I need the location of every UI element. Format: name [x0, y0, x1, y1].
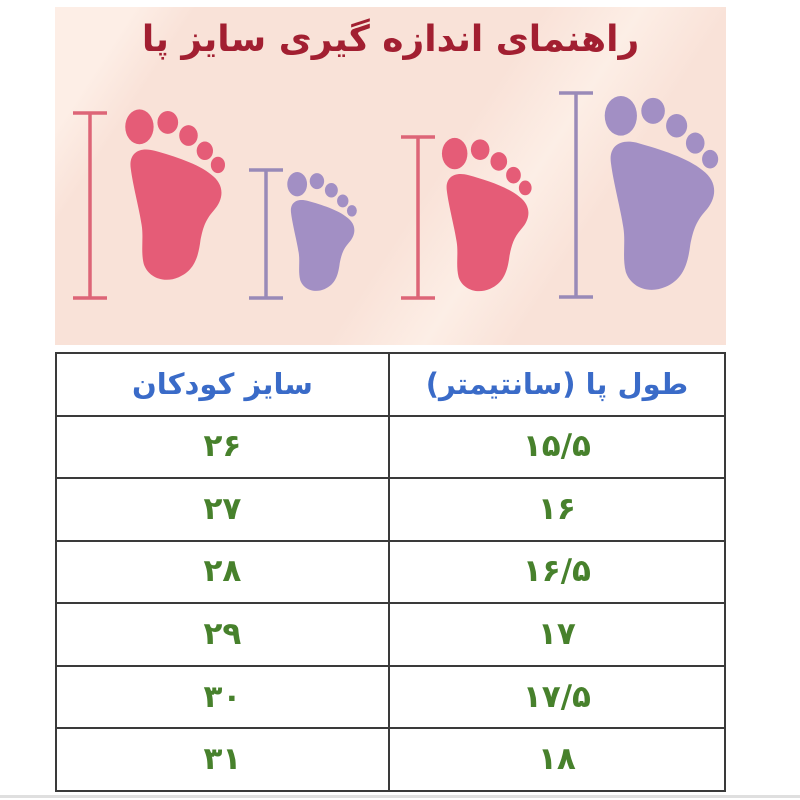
size-cell: ۲۸: [57, 541, 388, 603]
size-cell: ۳۱: [57, 729, 388, 790]
table-header-length: طول پا (سانتیمتر): [389, 354, 724, 415]
size-cell: ۳۰: [57, 666, 388, 728]
table-row: ۲۶ ۱۵/۵: [57, 416, 724, 478]
table-row: ۲۹ ۱۷: [57, 604, 724, 665]
footprint-icon: [287, 172, 357, 291]
size-table: سایز کودکان طول پا (سانتیمتر) ۲۶ ۱۵/۵ ۲۷…: [55, 352, 726, 792]
length-cell: ۱۷: [389, 604, 724, 665]
crop-edge-line: [0, 795, 800, 798]
size-guide-hero: راهنمای اندازه گیری سایز پا: [55, 7, 726, 345]
length-cell: ۱۶/۵: [389, 541, 724, 603]
ruler-line-icon: [401, 135, 435, 300]
table-header-row: سایز کودکان طول پا (سانتیمتر): [57, 354, 724, 415]
table-row: ۳۱ ۱۸: [57, 729, 724, 790]
ruler-line-icon: [249, 168, 283, 300]
size-cell: ۲۹: [57, 604, 388, 665]
footprints-illustration: [73, 91, 719, 300]
footprint-icon: [125, 109, 226, 280]
length-cell: ۱۷/۵: [389, 666, 724, 728]
footprint-icon: [441, 137, 532, 292]
table-header-size: سایز کودکان: [57, 354, 388, 415]
page-title: راهنمای اندازه گیری سایز پا: [141, 19, 640, 60]
size-cell: ۲۶: [57, 416, 388, 478]
ruler-line-icon: [73, 111, 107, 300]
length-cell: ۱۵/۵: [389, 416, 724, 478]
length-cell: ۱۶: [389, 479, 724, 540]
ruler-line-icon: [559, 91, 593, 299]
footprint-icon: [604, 95, 719, 290]
table-row: ۳۰ ۱۷/۵: [57, 666, 724, 728]
size-cell: ۲۷: [57, 479, 388, 540]
table-row: ۲۸ ۱۶/۵: [57, 541, 724, 603]
table-row: ۲۷ ۱۶: [57, 479, 724, 540]
length-cell: ۱۸: [389, 729, 724, 790]
